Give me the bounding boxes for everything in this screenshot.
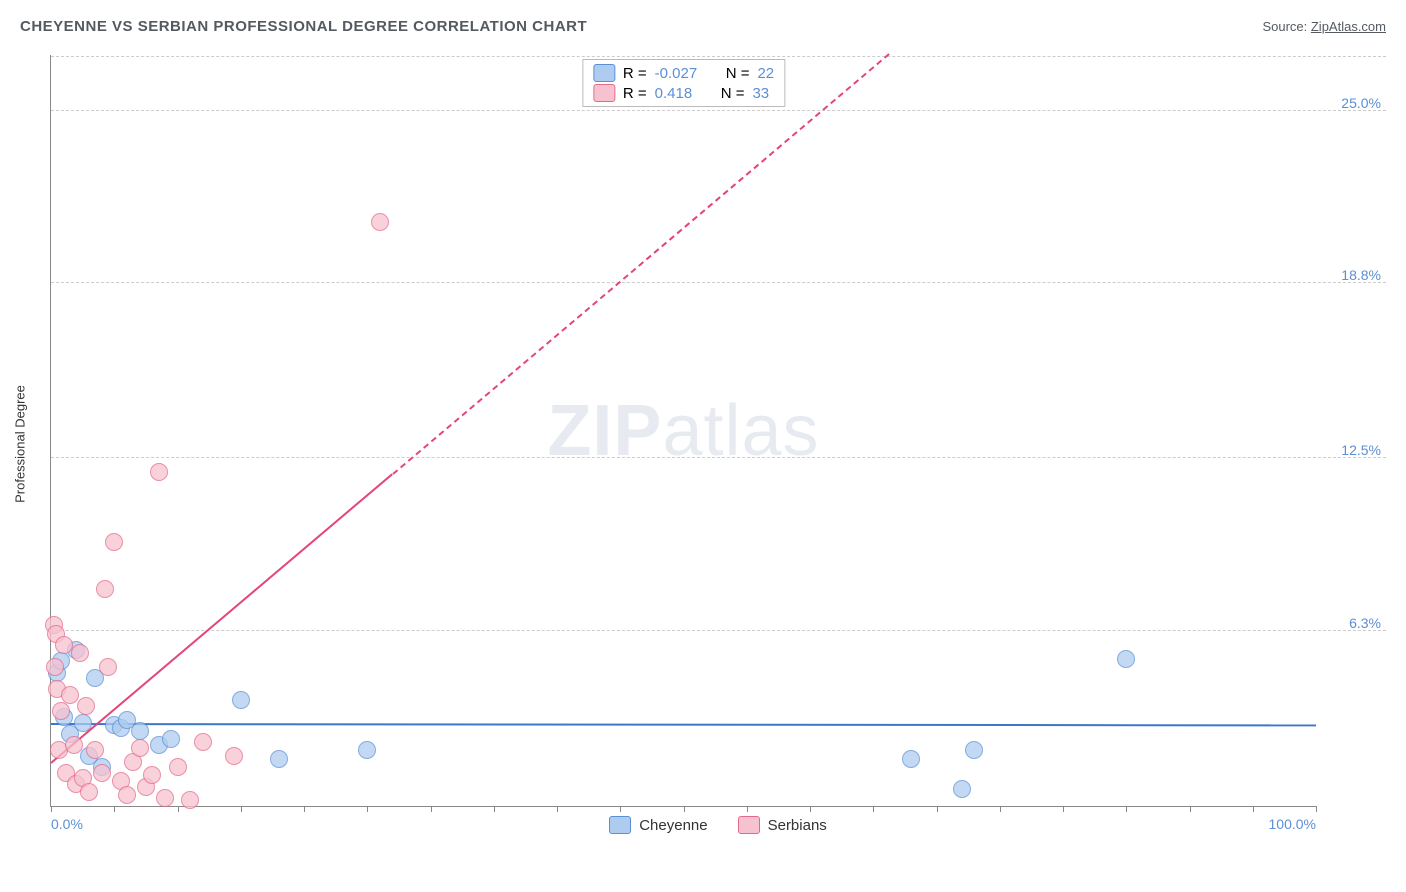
data-point xyxy=(270,750,288,768)
gridline xyxy=(51,457,1386,458)
plot-area: ZIPatlas R = -0.027 N = 22 R = 0.418 N =… xyxy=(50,55,1316,807)
data-point xyxy=(150,463,168,481)
trend-line xyxy=(392,53,890,475)
y-tick-label: 25.0% xyxy=(1341,95,1381,111)
x-tick xyxy=(178,806,179,812)
data-point xyxy=(902,750,920,768)
source-link[interactable]: ZipAtlas.com xyxy=(1311,19,1386,34)
data-point xyxy=(52,702,70,720)
x-tick xyxy=(1126,806,1127,812)
legend-item-0: Cheyenne xyxy=(609,816,707,834)
x-tick xyxy=(1253,806,1254,812)
legend-item-1: Serbians xyxy=(738,816,827,834)
data-point xyxy=(169,758,187,776)
legend-bottom: Cheyenne Serbians xyxy=(50,816,1386,834)
y-tick-label: 18.8% xyxy=(1341,267,1381,283)
r-label: R = xyxy=(623,85,647,102)
y-tick-label: 12.5% xyxy=(1341,442,1381,458)
data-point xyxy=(131,739,149,757)
n-label: N = xyxy=(726,65,750,82)
x-tick xyxy=(1000,806,1001,812)
x-tick xyxy=(241,806,242,812)
watermark-rest: atlas xyxy=(662,391,819,471)
data-point xyxy=(118,786,136,804)
x-tick xyxy=(51,806,52,812)
source-prefix: Source: xyxy=(1262,19,1310,34)
x-tick xyxy=(367,806,368,812)
data-point xyxy=(96,580,114,598)
gridline xyxy=(51,282,1386,283)
data-point xyxy=(232,691,250,709)
source-attribution: Source: ZipAtlas.com xyxy=(1262,19,1386,34)
data-point xyxy=(965,741,983,759)
data-point xyxy=(181,791,199,809)
plot-wrap: Professional Degree ZIPatlas R = -0.027 … xyxy=(50,55,1386,832)
data-point xyxy=(61,686,79,704)
x-tick xyxy=(684,806,685,812)
legend-label-0: Cheyenne xyxy=(639,817,707,834)
x-tick xyxy=(810,806,811,812)
data-point xyxy=(162,730,180,748)
data-point xyxy=(93,764,111,782)
x-tick xyxy=(1316,806,1317,812)
chart-header: CHEYENNE VS SERBIAN PROFESSIONAL DEGREE … xyxy=(20,18,1386,35)
data-point xyxy=(358,741,376,759)
data-point xyxy=(953,780,971,798)
data-point xyxy=(131,722,149,740)
data-point xyxy=(46,658,64,676)
r-label: R = xyxy=(623,65,647,82)
data-point xyxy=(80,783,98,801)
x-tick xyxy=(557,806,558,812)
n-value-1: 33 xyxy=(752,85,769,102)
legend-swatch-bottom-0 xyxy=(609,816,631,834)
data-point xyxy=(371,213,389,231)
data-point xyxy=(1117,650,1135,668)
x-tick xyxy=(1190,806,1191,812)
watermark-bold: ZIP xyxy=(547,391,662,471)
data-point xyxy=(65,736,83,754)
data-point xyxy=(225,747,243,765)
data-point xyxy=(143,766,161,784)
gridline xyxy=(51,630,1386,631)
data-point xyxy=(71,644,89,662)
data-point xyxy=(156,789,174,807)
legend-stats-row-1: R = 0.418 N = 33 xyxy=(593,84,774,102)
r-value-1: 0.418 xyxy=(655,85,693,102)
trend-line xyxy=(50,473,393,764)
legend-stats-row-0: R = -0.027 N = 22 xyxy=(593,64,774,82)
y-tick-label: 6.3% xyxy=(1349,615,1381,631)
x-tick xyxy=(431,806,432,812)
legend-swatch-1 xyxy=(593,84,615,102)
data-point xyxy=(55,636,73,654)
x-tick xyxy=(747,806,748,812)
n-label: N = xyxy=(721,85,745,102)
legend-swatch-bottom-1 xyxy=(738,816,760,834)
watermark: ZIPatlas xyxy=(547,390,819,472)
x-tick xyxy=(620,806,621,812)
data-point xyxy=(99,658,117,676)
x-tick xyxy=(873,806,874,812)
n-value-0: 22 xyxy=(757,65,774,82)
legend-swatch-0 xyxy=(593,64,615,82)
gridline xyxy=(51,56,1386,57)
chart-title: CHEYENNE VS SERBIAN PROFESSIONAL DEGREE … xyxy=(20,18,587,35)
legend-label-1: Serbians xyxy=(768,817,827,834)
data-point xyxy=(105,533,123,551)
x-tick xyxy=(494,806,495,812)
r-value-0: -0.027 xyxy=(655,65,698,82)
trend-line xyxy=(51,723,1316,726)
data-point xyxy=(86,741,104,759)
legend-stats-box: R = -0.027 N = 22 R = 0.418 N = 33 xyxy=(582,59,785,107)
x-tick xyxy=(1063,806,1064,812)
y-axis-label: Professional Degree xyxy=(13,385,28,503)
data-point xyxy=(194,733,212,751)
x-tick xyxy=(304,806,305,812)
gridline xyxy=(51,110,1386,111)
x-tick xyxy=(937,806,938,812)
x-tick xyxy=(114,806,115,812)
data-point xyxy=(77,697,95,715)
